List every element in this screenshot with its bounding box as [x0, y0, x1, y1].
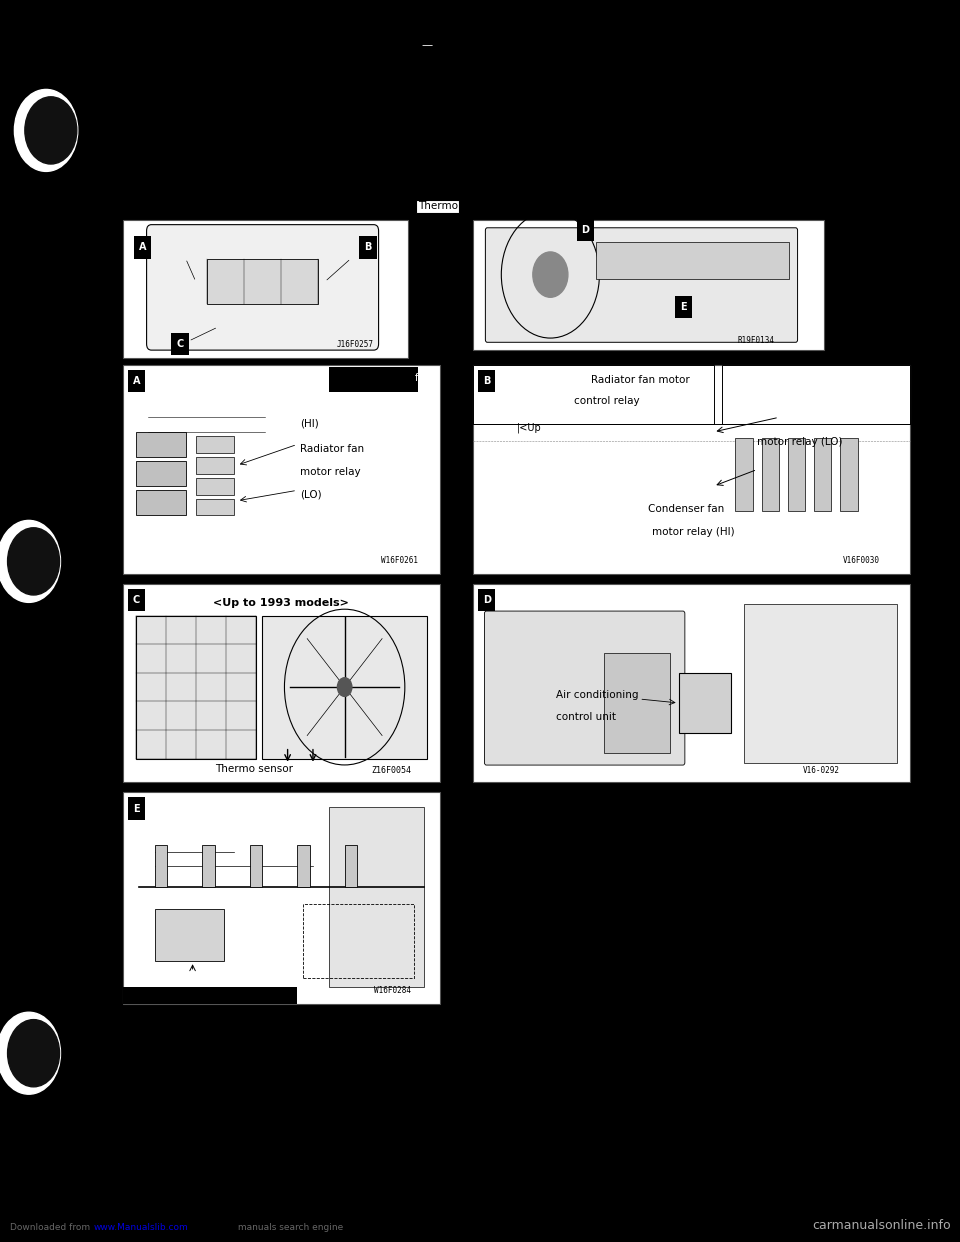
Bar [345, 846, 357, 887]
Bar [679, 673, 731, 733]
Bar [473, 365, 910, 574]
Text: motor relay: motor relay [300, 467, 361, 477]
Bar [473, 365, 713, 424]
Bar [123, 365, 440, 574]
FancyBboxPatch shape [486, 227, 798, 343]
Bar [359, 236, 376, 258]
Bar [722, 365, 910, 424]
Circle shape [0, 520, 60, 602]
Text: control unit: control unit [556, 712, 616, 722]
Text: B: B [365, 242, 372, 252]
Bar [577, 219, 594, 241]
Text: <Up to 1993 models>: <Up to 1993 models> [213, 597, 349, 607]
Bar [478, 370, 495, 392]
Bar [203, 846, 215, 887]
Text: fan: fan [415, 374, 430, 384]
Text: www.Manualslib.com: www.Manualslib.com [94, 1223, 189, 1232]
Bar [596, 242, 789, 278]
Text: C: C [177, 339, 183, 349]
Text: Radiator fan motor: Radiator fan motor [591, 375, 690, 385]
Circle shape [337, 678, 352, 697]
Bar [207, 260, 318, 304]
Bar [262, 616, 427, 759]
Text: Radiator fan: Radiator fan [300, 443, 365, 453]
Text: control relay: control relay [574, 396, 639, 406]
Bar [328, 807, 423, 986]
Bar [128, 370, 145, 392]
Bar [473, 220, 824, 350]
Text: —: — [421, 40, 433, 50]
Bar [128, 589, 145, 611]
Text: D: D [483, 595, 491, 605]
Text: carmanualsonline.info: carmanualsonline.info [812, 1220, 950, 1232]
Bar [250, 846, 262, 887]
Bar [605, 653, 670, 753]
Bar [298, 846, 310, 887]
Circle shape [14, 89, 78, 171]
Bar [155, 846, 167, 887]
Bar [171, 333, 188, 355]
Text: W16F0284: W16F0284 [374, 986, 411, 995]
Text: Air conditioning: Air conditioning [556, 691, 638, 700]
Bar [303, 904, 415, 979]
Bar [675, 296, 692, 318]
Bar [123, 584, 440, 782]
Bar [196, 436, 234, 453]
Text: W16F0261: W16F0261 [380, 556, 418, 565]
Bar [123, 220, 408, 358]
Text: (LO): (LO) [300, 489, 322, 499]
Bar [840, 438, 857, 512]
Bar [135, 461, 186, 486]
Text: E: E [133, 804, 139, 814]
Text: V16-0292: V16-0292 [804, 765, 840, 775]
Text: |<Up: |<Up [516, 422, 541, 433]
Bar [814, 438, 831, 512]
Bar [744, 604, 897, 763]
Bar [788, 438, 805, 512]
Text: A: A [139, 242, 147, 252]
Text: Downloaded from: Downloaded from [10, 1223, 92, 1232]
Bar [196, 499, 234, 515]
Bar [135, 491, 186, 515]
Circle shape [0, 1012, 60, 1094]
Text: manuals search engine: manuals search engine [235, 1223, 344, 1232]
Bar [128, 797, 145, 820]
Bar [155, 909, 225, 961]
Text: J16F0257: J16F0257 [337, 340, 373, 349]
Bar [135, 616, 256, 759]
Bar [134, 236, 152, 258]
FancyBboxPatch shape [485, 611, 684, 765]
Text: E: E [681, 302, 686, 312]
Bar [123, 986, 298, 1004]
Text: Z16F0054: Z16F0054 [372, 765, 411, 775]
Bar [196, 478, 234, 494]
Bar [196, 457, 234, 473]
Circle shape [533, 252, 568, 297]
Text: Thermo sensor: Thermo sensor [215, 764, 293, 774]
Text: C: C [132, 595, 140, 605]
Bar [761, 438, 779, 512]
Text: Thermo: Thermo [418, 201, 458, 211]
Text: motor relay (HI): motor relay (HI) [653, 527, 735, 537]
Text: D: D [582, 225, 589, 235]
Bar [735, 438, 753, 512]
FancyBboxPatch shape [147, 225, 378, 350]
Text: V16F0030: V16F0030 [843, 556, 879, 565]
Circle shape [8, 528, 60, 595]
Text: R19F0134: R19F0134 [737, 337, 775, 345]
Text: Condenser fan: Condenser fan [648, 504, 724, 514]
Text: motor relay (LO): motor relay (LO) [757, 437, 843, 447]
Bar [478, 589, 495, 611]
Bar [135, 432, 186, 457]
Text: (HI): (HI) [300, 419, 319, 428]
Bar [328, 368, 418, 392]
Bar [473, 584, 910, 782]
Text: B: B [483, 376, 491, 386]
Circle shape [25, 97, 77, 164]
Bar [123, 792, 440, 1004]
Text: A: A [132, 376, 140, 386]
Circle shape [8, 1020, 60, 1087]
